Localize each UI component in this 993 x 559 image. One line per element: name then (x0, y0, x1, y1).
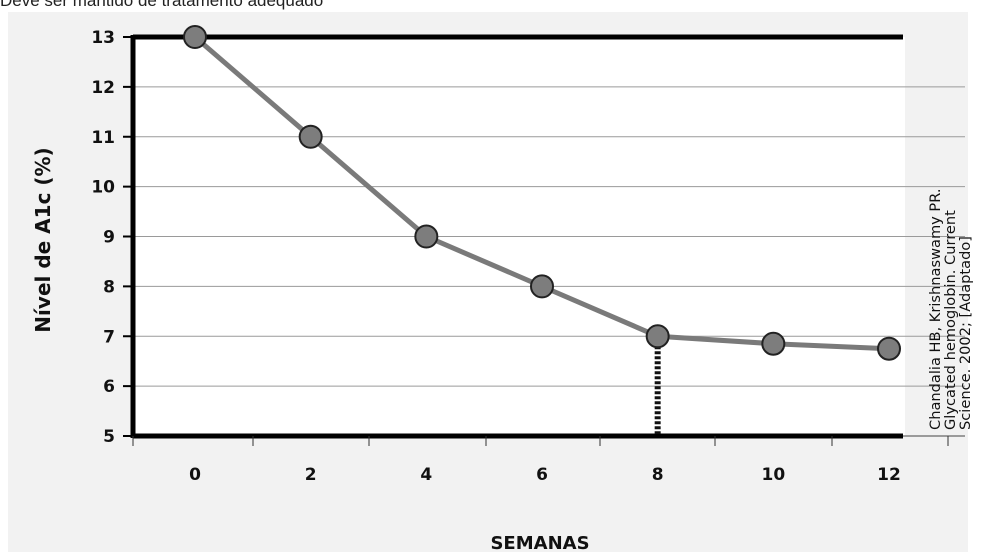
y-tick-label: 8 (103, 277, 115, 297)
data-point (877, 336, 901, 361)
data-point (645, 324, 670, 349)
citation-line-3: Science. 2002; [Adaptado] (957, 236, 974, 430)
x-tick-label: 2 (305, 465, 317, 485)
x-tick-label: 6 (536, 465, 548, 485)
y-tick-label: 12 (91, 78, 115, 98)
y-tick-label: 6 (103, 377, 115, 397)
citation-box: Chandalia HB, Krishnaswamy PR. Glycated … (926, 60, 974, 431)
y-tick-label: 11 (91, 128, 115, 148)
x-tick-label: 0 (189, 465, 201, 485)
y-tick-label: 10 (91, 178, 115, 198)
y-axis-title: Nível de A1c (%) (31, 147, 55, 332)
y-tick-label: 13 (91, 28, 115, 48)
header-text: Deve ser mantido de tratamento adequado (0, 0, 324, 10)
data-point (183, 25, 207, 49)
citation-line-1: Chandalia HB, Krishnaswamy PR. (927, 188, 944, 431)
x-tick-label: 4 (420, 465, 432, 485)
data-point (761, 331, 786, 356)
y-tick-label: 9 (103, 228, 115, 248)
y-tick-label: 7 (103, 327, 115, 347)
x-tick-label: 12 (877, 465, 901, 485)
data-point (530, 274, 554, 299)
data-point (414, 224, 439, 249)
data-point (298, 124, 323, 149)
citation-line-2: Glycated hemoglobin. Current (942, 210, 959, 430)
x-tick-label: 10 (761, 465, 785, 485)
x-axis-title: SEMANAS (490, 533, 589, 554)
y-tick-label: 5 (103, 427, 115, 447)
x-tick-label: 8 (652, 465, 664, 485)
